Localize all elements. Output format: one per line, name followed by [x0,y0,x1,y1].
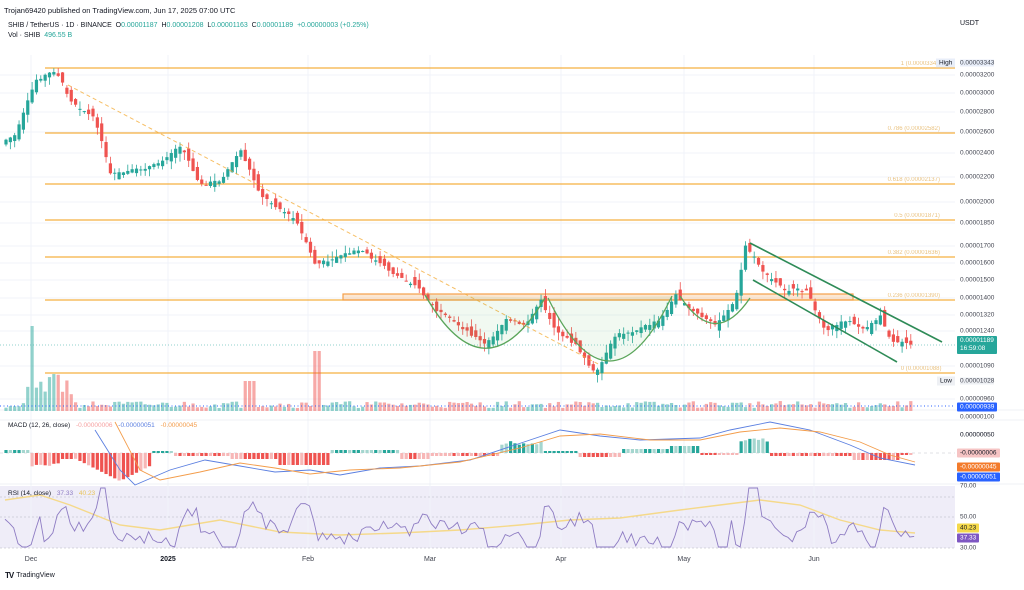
indicator-value-tag: 37.33 [957,533,980,543]
close-value: 0.00001189 [256,22,294,29]
open-value: 0.00001187 [121,22,158,29]
time-axis-label: 2025 [160,556,176,563]
tv-logo-icon: TV [5,571,14,580]
price-axis-label: 0.00001850 [960,219,995,227]
fib-level-label: 0.382 (0.00001636) [887,250,940,256]
fib-level-label: 1 (0.00003343) [900,61,942,67]
fib-level-label: 0 (0.00001088) [900,366,942,372]
low-value: 0.00001163 [211,22,248,29]
macd-legend: MACD (12, 26, close) -0.00000006 -0.0000… [8,422,198,429]
time-axis-label: Mar [423,556,437,563]
rsi-value: 37.33 [56,490,74,497]
change-value: +0.00000003 (+0.25%) [297,22,369,29]
indicator-axis-label: 70.00 [960,482,977,490]
fib-level-label: 0.618 (0.00002137) [887,177,940,183]
price-axis-label: 0.00003200 [960,71,995,79]
indicator-axis-label: 50.00 [960,513,977,521]
low-tag-value: 0.00001028 [960,377,995,385]
fib-level-label: 0.5 (0.00001871) [894,213,940,219]
tradingview-logo[interactable]: TV TradingView [5,571,55,580]
indicator-value-tag: 40.23 [957,523,980,533]
price-axis-label: 0.00001090 [960,362,995,370]
rsi-ma-value: 40.23 [78,490,96,497]
indicator-axis-label: 30.00 [960,544,977,552]
price-axis-label: 0.00002400 [960,149,995,157]
time-axis-label: Jun [808,556,820,563]
time-axis-label: Feb [301,556,315,563]
macd-signal-value: -0.00000045 [160,422,198,429]
macd-hist-value: -0.00000006 [75,422,113,429]
price-axis-label: 0.00001700 [960,242,995,250]
price-axis-label: 0.00000960 [960,395,995,403]
low-tag-label: Low [937,376,955,386]
currency-label[interactable]: USDT [960,20,980,27]
high-tag-value: 0.00003343 [960,59,995,67]
volume-label: Vol · SHIB [8,32,41,39]
price-axis-label: 0.00002600 [960,128,995,136]
price-axis-label: 0.00001600 [960,259,995,267]
price-axis-label: 0.00000100 [960,413,995,421]
volume-value: 496.55 B [44,32,73,39]
price-axis-label: 0.00002200 [960,173,995,181]
high-value: 0.00001208 [166,22,204,29]
last-price-tag: 0.00001189 16:59:08 [957,336,997,354]
price-axis-label: 0.00002000 [960,198,995,206]
rsi-legend: RSI (14, close) 37.33 40.23 [8,490,96,497]
time-axis-label: Dec [24,556,38,563]
price-axis-label: 0.00001400 [960,294,995,302]
fib-level-label: 0.236 (0.00001390) [887,293,940,299]
fib-level-label: 0.786 (0.00002582) [887,126,940,132]
volume-price-tag: 0.00000939 [957,402,998,412]
indicator-value-tag: -0.00000006 [957,448,1000,458]
macd-line-value: -0.00000051 [118,422,155,429]
time-axis-label: May [677,556,691,563]
publish-line: Trojan69420 published on TradingView.com… [4,6,236,15]
high-tag-label: High [936,58,956,68]
tv-brand: TradingView [16,572,55,579]
price-axis-label: 0.00002800 [960,108,995,116]
price-axis-label: 0.00001320 [960,311,995,319]
indicator-value-tag: -0.00000045 [957,462,1000,472]
symbol-legend: SHIB / TetherUS · 1D · BINANCE O0.000011… [8,22,369,39]
time-axis-label: Apr [555,556,567,563]
price-axis-label: 0.00003000 [960,89,995,97]
price-axis-label: 0.00001240 [960,327,995,335]
indicator-value-tag: -0.00000051 [957,472,1000,482]
indicator-axis-label: 0.00000050 [960,431,995,439]
symbol-name[interactable]: SHIB / TetherUS · 1D · BINANCE [8,22,112,29]
price-axis-label: 0.00000050 [960,431,995,439]
price-axis-label: 0.00001500 [960,276,995,284]
